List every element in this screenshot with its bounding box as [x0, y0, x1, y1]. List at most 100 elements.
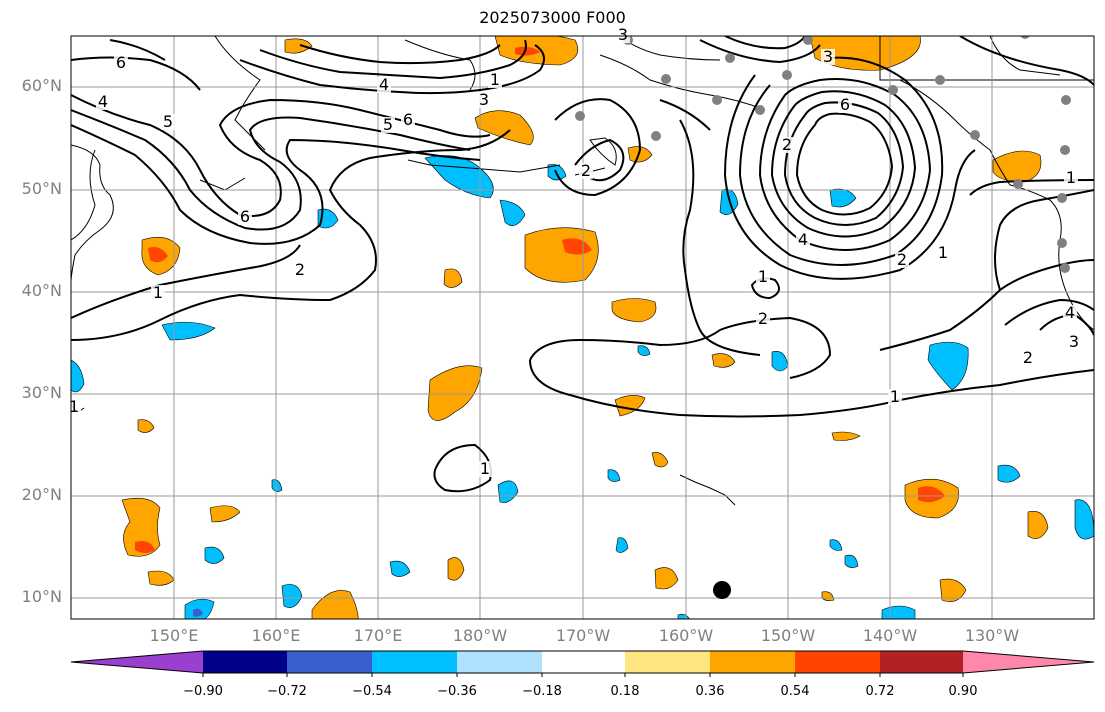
- contour-label: 1: [1066, 168, 1076, 187]
- lon-label: 150°W: [760, 626, 816, 645]
- lat-label: 10°N: [21, 587, 62, 606]
- colorbar-segment: [542, 651, 625, 673]
- contour-lines: [71, 36, 1094, 493]
- contour-label: 1: [758, 267, 768, 286]
- position-marker: [713, 581, 731, 599]
- contour-label: 1: [153, 283, 163, 302]
- lat-label: 50°N: [21, 179, 62, 198]
- colorbar: [70, 650, 1095, 677]
- plot-frame: [70, 35, 1095, 620]
- colorbar-tick-label: −0.54: [352, 684, 392, 699]
- contour-label-bg: [488, 72, 502, 88]
- contour-label: 1: [938, 243, 948, 262]
- contour-label: 3: [823, 47, 833, 66]
- contour-label-bg: [1021, 350, 1035, 366]
- lat-label: 60°N: [21, 76, 62, 95]
- lat-label: 30°N: [21, 383, 62, 402]
- colorbar-tick-label: −0.18: [522, 684, 562, 699]
- shading-positive: [121, 36, 1049, 619]
- colorbar-segment: [457, 651, 542, 673]
- contour-label-bg: [1063, 305, 1077, 321]
- lon-label: 160°E: [251, 626, 301, 645]
- colorbar-tick-label: −0.90: [183, 684, 223, 699]
- lat-label: 40°N: [21, 281, 62, 300]
- colorbar-tick-label: −0.72: [267, 684, 307, 699]
- contour-label-bg: [478, 461, 492, 477]
- contour-label-bg: [756, 269, 770, 285]
- colorbar-segment: [203, 651, 287, 673]
- colorbar-segment: [795, 651, 880, 673]
- contour-label-bg: [888, 389, 902, 405]
- colorbar-segment: [71, 651, 203, 673]
- colorbar-tick-label: 0.72: [865, 684, 895, 699]
- contour-label-bg: [151, 285, 165, 301]
- contour-label: 2: [295, 260, 305, 279]
- contour-label: 1: [480, 459, 490, 478]
- contour-label-bg: [821, 49, 835, 65]
- contour-label: 4: [1065, 303, 1075, 322]
- contour-label-bg: [780, 137, 794, 153]
- contour-label: 1: [490, 70, 500, 89]
- lon-label: 150°E: [149, 626, 199, 645]
- contour-label: 3: [479, 90, 489, 109]
- lon-label: 130°W: [964, 626, 1020, 645]
- contour-label-bg: [377, 77, 391, 93]
- contour-label-bg: [238, 209, 252, 225]
- colorbar-tick-label: 0.18: [610, 684, 640, 699]
- lon-label: 140°W: [862, 626, 918, 645]
- contour-label: 5: [383, 115, 393, 134]
- contour-label: 3: [618, 25, 628, 44]
- colorbar-tick-label: 0.90: [948, 684, 978, 699]
- colorbar-segment: [880, 651, 963, 673]
- colorbar-tick-label: −0.36: [437, 684, 477, 699]
- contour-label: 2: [897, 250, 907, 269]
- colorbar-tick-label: 0.54: [780, 684, 810, 699]
- lon-label: 170°W: [555, 626, 611, 645]
- contour-label-bg: [936, 245, 950, 261]
- colorbar-segment: [372, 651, 457, 673]
- contour-label-bg: [838, 97, 852, 113]
- contour-label-bg: [579, 163, 593, 179]
- contour-label: 3: [1069, 332, 1079, 351]
- contour-label-bg: [756, 311, 770, 327]
- contour-label: 2: [782, 135, 792, 154]
- contour-label: 6: [840, 95, 850, 114]
- contour-label-bg: [381, 117, 395, 133]
- contour-label: 4: [798, 230, 808, 249]
- contour-label: 6: [116, 53, 126, 72]
- contour-label: 5: [163, 112, 173, 131]
- contour-label: 1: [69, 397, 79, 416]
- contour-label-bg: [1067, 334, 1081, 350]
- contour-label: 4: [379, 75, 389, 94]
- lon-label: 170°E: [353, 626, 403, 645]
- contour-label-bg: [796, 232, 810, 248]
- contour-label-bg: [1064, 170, 1078, 186]
- contour-label-bg: [96, 94, 110, 110]
- colorbar-segment: [287, 651, 372, 673]
- contour-label-bg: [293, 262, 307, 278]
- contour-label-bg: [616, 27, 630, 43]
- station-dots: [575, 36, 1071, 273]
- lon-label: 180°W: [452, 626, 508, 645]
- contour-label: 6: [240, 207, 250, 226]
- contour-label: 6: [403, 110, 413, 129]
- contour-label: 2: [1023, 348, 1033, 367]
- colorbar-segment: [625, 651, 710, 673]
- contour-label: 2: [758, 309, 768, 328]
- lon-label: 160°W: [658, 626, 714, 645]
- contour-label-bg: [114, 55, 128, 71]
- contour-label: 1: [890, 387, 900, 406]
- contour-label-bg: [895, 252, 909, 268]
- contour-label: 4: [98, 92, 108, 111]
- contour-label-bg: [401, 112, 415, 128]
- colorbar-tick-label: 0.36: [695, 684, 725, 699]
- colorbar-segment: [963, 651, 1094, 673]
- colorbar-segment: [710, 651, 795, 673]
- lat-label: 20°N: [21, 485, 62, 504]
- contour-label: 2: [581, 161, 591, 180]
- contour-label-bg: [477, 92, 491, 108]
- map-title: 2025073000 F000: [479, 8, 626, 27]
- contour-label-bg: [161, 114, 175, 130]
